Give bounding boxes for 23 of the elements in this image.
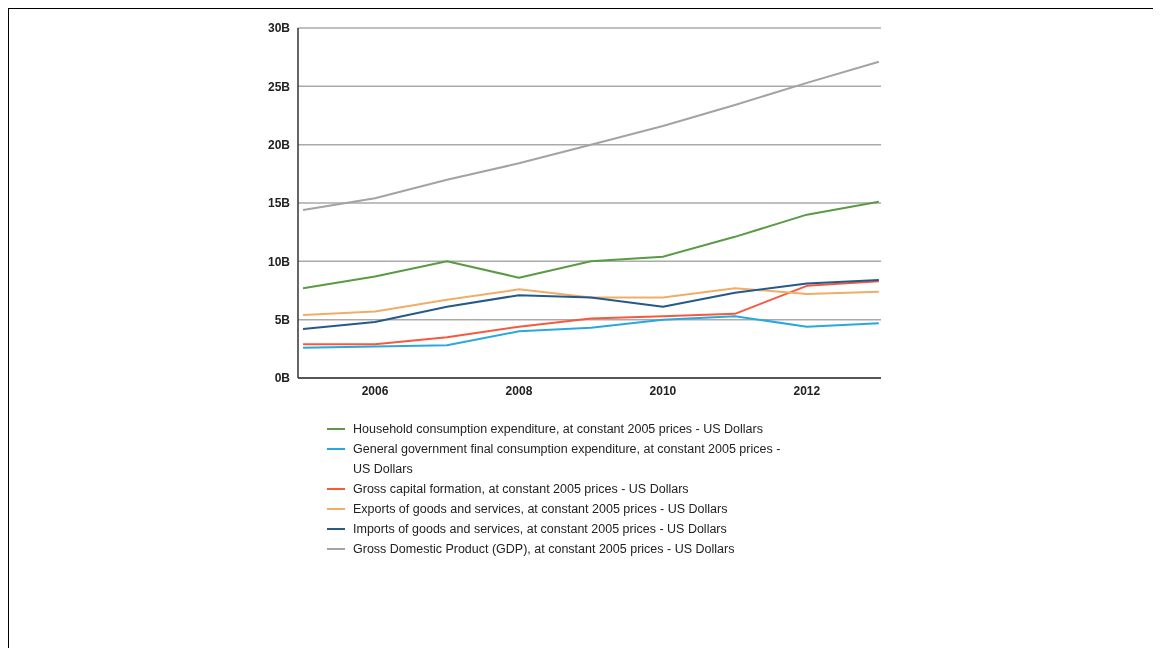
legend-label: Gross capital formation, at constant 2005 prices - US Dollars (353, 481, 689, 498)
x-tick-label: 2008 (505, 383, 533, 398)
line-series (302, 287, 880, 316)
legend-label: Household consumption expenditure, at constant 2005 prices - US Dollars (353, 421, 763, 438)
legend-label: General government final consumption expenditure, at constant 2005 prices - US Dollars (353, 441, 782, 478)
line-series (302, 280, 880, 346)
y-tick-label: 15B (267, 196, 291, 211)
x-tick-label: 2006 (361, 383, 389, 398)
line-series (302, 315, 880, 349)
y-tick-label: 30B (267, 21, 291, 36)
y-tick-label: 25B (267, 79, 291, 94)
line-series (302, 200, 880, 290)
y-tick-label: 5B (274, 312, 291, 327)
y-tick-label: 10B (267, 254, 291, 269)
y-tick-label: 0B (274, 371, 291, 386)
x-tick-label: 2010 (649, 383, 677, 398)
legend-label: Exports of goods and services, at constant 2005 prices - US Dollars (353, 501, 728, 518)
x-tick-label: 2012 (793, 383, 821, 398)
legend-label: Gross Domestic Product (GDP), at constant 2005 prices - US Dollars (353, 541, 735, 558)
legend-label: Imports of goods and services, at constant 2005 prices - US Dollars (353, 521, 727, 538)
line-series (302, 60, 880, 211)
y-tick-label: 20B (267, 137, 291, 152)
line-series (302, 279, 880, 330)
